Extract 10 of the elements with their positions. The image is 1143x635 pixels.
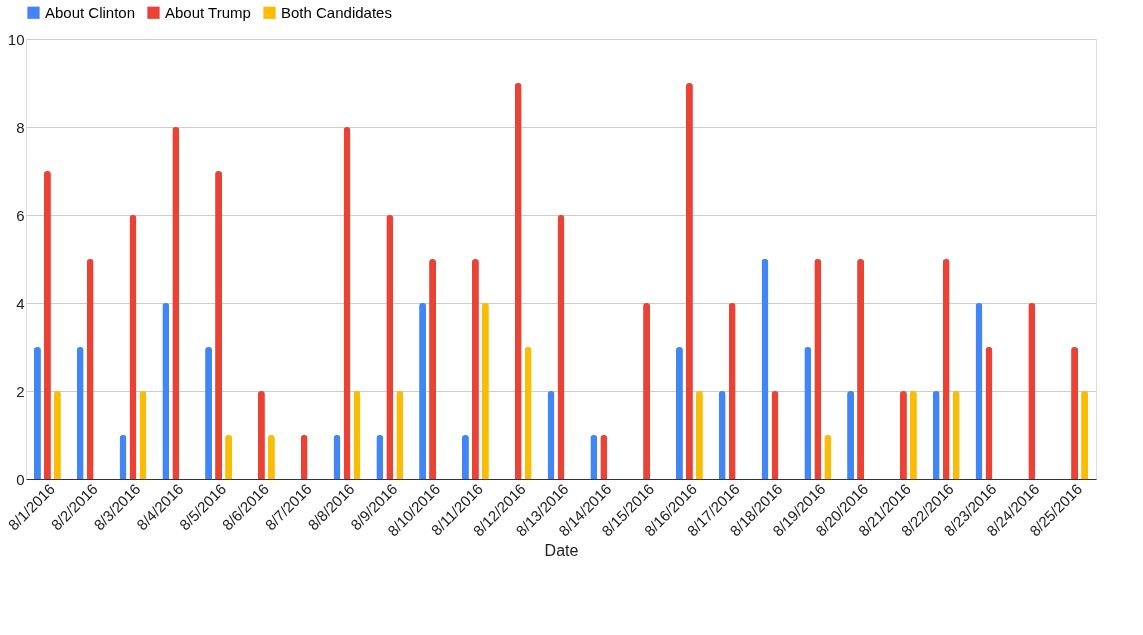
x-axis-title: Date — [544, 542, 579, 560]
y-tick-label: 2 — [16, 382, 25, 400]
y-tick-label: 0 — [16, 470, 25, 488]
y-tick-label: 6 — [16, 206, 25, 224]
y-tick-label: 8 — [16, 118, 25, 136]
legend-label: About Trump — [165, 3, 251, 21]
legend-label: Both Candidates — [281, 3, 392, 21]
legend-label: About Clinton — [45, 3, 136, 21]
y-tick-label: 4 — [16, 294, 25, 312]
y-tick-label: 10 — [7, 30, 25, 48]
